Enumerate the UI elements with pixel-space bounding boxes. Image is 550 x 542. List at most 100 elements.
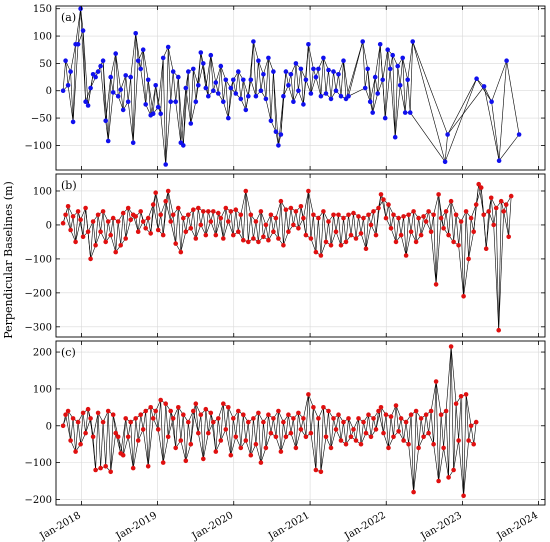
acquisition-point bbox=[363, 430, 369, 436]
pair-connection-line bbox=[245, 190, 249, 242]
acquisition-point bbox=[328, 445, 334, 451]
pair-connection-line bbox=[443, 447, 449, 478]
pair-connection-line bbox=[338, 414, 342, 441]
pair-connection-line bbox=[295, 412, 299, 448]
acquisition-point bbox=[301, 215, 306, 221]
pair-connection-line bbox=[205, 221, 212, 236]
acquisition-point bbox=[346, 93, 351, 99]
pair-connection-line bbox=[105, 221, 109, 242]
pair-connection-line bbox=[343, 60, 349, 97]
acquisition-point bbox=[381, 430, 386, 436]
acquisition-point bbox=[303, 232, 309, 238]
acquisition-point bbox=[323, 434, 329, 440]
pair-connection-line bbox=[147, 407, 151, 467]
acquisition-point bbox=[336, 412, 341, 418]
acquisition-point bbox=[120, 210, 126, 216]
x-tick-label: Jan-2024 bbox=[494, 510, 540, 542]
pair-connection-line bbox=[95, 231, 101, 246]
acquisition-point bbox=[90, 434, 96, 440]
acquisition-point bbox=[155, 227, 161, 233]
pair-connection-line bbox=[293, 418, 297, 448]
pair-connection-line bbox=[362, 41, 366, 89]
pair-connection-line bbox=[115, 221, 119, 253]
pair-connection-line bbox=[390, 228, 397, 243]
pair-connection-line bbox=[405, 214, 409, 256]
pair-connection-line bbox=[465, 211, 469, 259]
pair-connection-line bbox=[253, 41, 257, 97]
pair-connection-line bbox=[183, 218, 187, 232]
pair-connection-line bbox=[433, 214, 437, 285]
pair-connection-line bbox=[293, 63, 297, 102]
pair-connection-line bbox=[178, 207, 182, 253]
pair-connection-line bbox=[258, 211, 262, 242]
pair-connection-line bbox=[433, 194, 439, 215]
pair-connection-line bbox=[368, 414, 372, 437]
pair-connection-line bbox=[343, 422, 347, 445]
acquisition-point bbox=[281, 419, 286, 425]
pair-connection-line bbox=[390, 416, 394, 437]
acquisition-point bbox=[418, 232, 424, 238]
pair-connection-line bbox=[243, 79, 247, 110]
acquisition-point bbox=[105, 408, 111, 414]
pair-connection-line bbox=[213, 422, 217, 452]
acquisition-point bbox=[143, 226, 148, 231]
acquisition-point bbox=[103, 464, 108, 469]
pair-connection-line bbox=[185, 214, 189, 232]
acquisition-point bbox=[453, 401, 459, 407]
acquisition-point bbox=[148, 405, 153, 410]
acquisition-point bbox=[238, 96, 244, 102]
pair-connection-line bbox=[80, 412, 84, 445]
acquisition-point bbox=[88, 85, 93, 91]
pair-connection-line bbox=[310, 77, 317, 94]
acquisition-point bbox=[110, 412, 116, 418]
acquisition-point bbox=[248, 212, 254, 218]
pair-connection-line bbox=[425, 414, 429, 434]
pair-connection-line bbox=[453, 440, 459, 471]
pair-connection-line bbox=[338, 74, 342, 97]
pair-connection-line bbox=[393, 214, 397, 242]
acquisition-point bbox=[75, 42, 81, 47]
acquisition-point bbox=[201, 456, 206, 462]
pair-connection-line bbox=[413, 211, 417, 242]
acquisition-point bbox=[286, 83, 291, 88]
pair-connection-line bbox=[505, 204, 509, 237]
pair-connection-line bbox=[405, 422, 409, 445]
pair-connection-line bbox=[67, 71, 71, 86]
acquisition-point bbox=[271, 69, 276, 74]
pair-connection-line bbox=[215, 418, 219, 452]
acquisition-point bbox=[458, 394, 464, 399]
acquisition-point bbox=[93, 74, 98, 80]
acquisition-point bbox=[83, 205, 88, 211]
pair-connection-line bbox=[435, 381, 439, 482]
acquisition-point bbox=[191, 408, 196, 414]
pair-connection-line bbox=[468, 231, 474, 259]
acquisition-point bbox=[193, 236, 199, 241]
pair-connection-line bbox=[325, 410, 329, 437]
pair-connection-line bbox=[382, 79, 386, 119]
acquisition-point bbox=[173, 99, 178, 104]
pair-connection-line bbox=[67, 410, 71, 441]
acquisition-point bbox=[331, 69, 336, 74]
pair-connection-line bbox=[172, 418, 176, 448]
pair-connection-line bbox=[172, 214, 176, 244]
pair-connection-line bbox=[110, 433, 116, 472]
pair-connection-line bbox=[295, 211, 299, 229]
panel-3: −200 −100 0 100 200 (c) bbox=[25, 340, 546, 506]
pair-connection-line bbox=[313, 407, 317, 471]
acquisition-point bbox=[288, 205, 294, 211]
acquisition-point bbox=[501, 209, 507, 214]
acquisition-point bbox=[163, 198, 168, 204]
acquisition-point bbox=[183, 229, 189, 234]
pair-connection-line bbox=[230, 418, 234, 456]
pair-connection-line bbox=[265, 57, 269, 99]
pair-connection-line bbox=[92, 221, 96, 246]
pair-connection-line bbox=[491, 60, 507, 102]
pair-connection-line bbox=[330, 418, 334, 448]
pair-connection-line bbox=[353, 213, 357, 239]
acquisition-point bbox=[498, 198, 504, 204]
pair-connection-line bbox=[443, 410, 447, 448]
acquisition-point bbox=[333, 229, 339, 234]
pair-connection-line bbox=[198, 433, 204, 459]
acquisition-point bbox=[441, 445, 446, 451]
acquisition-point bbox=[236, 69, 241, 74]
